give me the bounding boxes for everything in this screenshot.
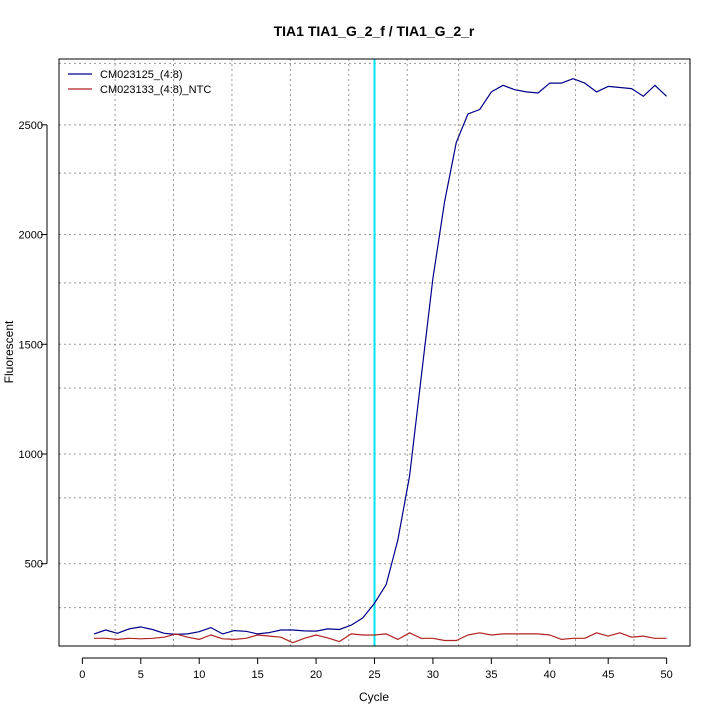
series-line-2 xyxy=(94,632,667,644)
x-tick-label: 25 xyxy=(368,669,380,681)
x-tick-label: 20 xyxy=(310,669,322,681)
y-axis-label: Fluorescent xyxy=(2,320,16,383)
y-axis: 500 1000 1500 2000 2500 xyxy=(19,120,48,571)
x-tick-label: 40 xyxy=(544,669,556,681)
series-line-1 xyxy=(93,78,668,636)
y-tick-label: 2500 xyxy=(19,120,43,132)
x-tick-label: 5 xyxy=(138,669,144,681)
x-axis: 0 5 10 15 20 25 30 35 40 45 50 xyxy=(79,657,673,681)
y-tick-label: 1500 xyxy=(19,339,43,351)
x-tick-label: 15 xyxy=(252,669,264,681)
x-tick-label: 30 xyxy=(427,669,439,681)
x-tick-label: 45 xyxy=(602,669,614,681)
x-axis-label: Cycle xyxy=(359,690,389,704)
plot-frame xyxy=(58,58,691,647)
chart-title: TIA1 TIA1_G_2_f / TIA1_G_2_r xyxy=(274,23,475,39)
legend-label-2: CM023133_(4:8)_NTC xyxy=(100,84,211,96)
x-tick-label: 35 xyxy=(485,669,497,681)
legend: CM023125_(4:8) CM023133_(4:8)_NTC xyxy=(68,69,211,96)
legend-label-1: CM023125_(4:8) xyxy=(100,69,183,81)
y-tick-label: 500 xyxy=(25,559,43,571)
series-lines xyxy=(93,78,668,644)
x-tick-label: 10 xyxy=(193,669,205,681)
y-tick-label: 2000 xyxy=(19,230,43,242)
x-tick-label: 50 xyxy=(661,669,673,681)
y-tick-label: 1000 xyxy=(19,449,43,461)
x-tick-label: 0 xyxy=(79,669,85,681)
